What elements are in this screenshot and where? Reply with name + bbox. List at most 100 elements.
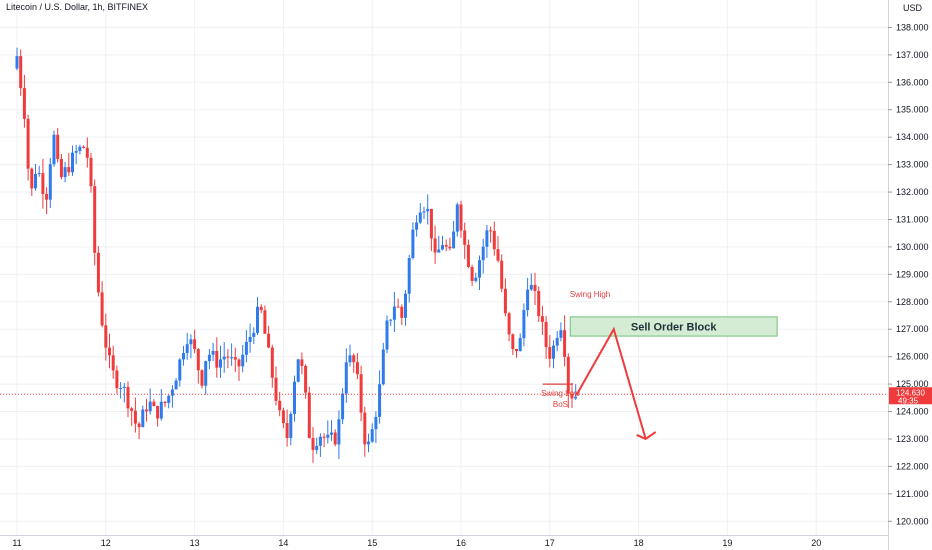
candle-body xyxy=(574,396,578,399)
y-tick-label: 135.000 xyxy=(896,105,929,115)
candle-body xyxy=(137,423,141,428)
candlestick-series xyxy=(15,47,578,463)
candle-body xyxy=(378,384,382,417)
y-tick-label: 131.000 xyxy=(896,214,929,224)
candle-body xyxy=(344,362,348,394)
candle-body xyxy=(304,365,308,393)
candle-body xyxy=(544,321,548,348)
candle-body xyxy=(108,347,111,356)
candle-body xyxy=(204,361,208,386)
candle-body xyxy=(563,330,567,357)
candle-body xyxy=(426,208,430,212)
candle-body xyxy=(93,186,97,253)
candle-body xyxy=(570,393,574,399)
candle-body xyxy=(19,56,23,89)
y-tick-label: 128.000 xyxy=(896,297,929,307)
candle-body xyxy=(263,310,267,334)
candle-body xyxy=(37,173,41,175)
projection-arrow-head xyxy=(636,431,657,441)
x-tick-label: 13 xyxy=(190,538,200,548)
candle-body xyxy=(256,306,259,333)
candle-body xyxy=(85,147,89,158)
candle-body xyxy=(330,432,333,435)
candle-body xyxy=(163,401,167,403)
candle-body xyxy=(248,336,252,342)
candle-body xyxy=(237,359,241,367)
candle-body xyxy=(182,353,185,360)
candle-body xyxy=(104,325,108,348)
candle-body xyxy=(167,395,171,403)
candle-body xyxy=(45,193,49,200)
candle-body xyxy=(526,289,530,311)
candle-body xyxy=(307,392,311,439)
candle-body xyxy=(515,349,518,352)
candle-body xyxy=(230,357,234,359)
candle-body xyxy=(433,238,437,253)
candle-body xyxy=(252,332,256,337)
candle-body xyxy=(289,413,293,438)
candle-body xyxy=(41,173,45,194)
candle-body xyxy=(48,164,52,200)
candle-body xyxy=(126,386,130,409)
candle-body xyxy=(441,245,444,250)
last-price-value: 124.630 xyxy=(896,388,925,397)
candle-body xyxy=(374,416,378,430)
swing-low-label: Swing Low xyxy=(541,389,580,398)
candle-body xyxy=(63,167,67,178)
annotations: Sell Order Block Swing High Swing Low BoS xyxy=(541,290,778,441)
candle-body xyxy=(363,412,367,445)
x-tick-label: 12 xyxy=(101,538,111,548)
candle-body xyxy=(555,337,559,346)
x-tick-label: 18 xyxy=(634,538,644,548)
candle-body xyxy=(326,434,330,438)
candle-body xyxy=(429,208,433,239)
candle-body xyxy=(533,284,537,291)
x-tick-label: 16 xyxy=(456,538,466,548)
candle-body xyxy=(492,230,496,250)
y-tick-label: 133.000 xyxy=(896,160,929,170)
candle-body xyxy=(337,419,341,445)
x-tick-label: 17 xyxy=(545,538,555,548)
candle-body xyxy=(26,118,30,169)
candle-body xyxy=(200,370,204,386)
candle-body xyxy=(367,441,370,445)
last-price-badge xyxy=(889,387,932,405)
y-tick-label: 137.000 xyxy=(896,50,929,60)
candle-body xyxy=(56,134,60,159)
candle-body xyxy=(241,354,245,367)
candle-body xyxy=(359,374,363,413)
candle-body xyxy=(178,359,182,381)
candle-body xyxy=(152,401,156,406)
time-axis[interactable]: 11 12 13 14 15 16 17 18 19 20 xyxy=(0,535,888,549)
candle-body xyxy=(418,212,422,223)
candle-body xyxy=(71,152,74,173)
candle-body xyxy=(341,393,345,420)
candle-body xyxy=(170,389,174,396)
candle-body xyxy=(148,401,152,412)
candle-body xyxy=(82,146,86,148)
candle-body xyxy=(156,405,160,419)
price-axis[interactable]: 120.000 121.000 122.000 123.000 124.000 125.0… xyxy=(888,0,929,550)
candle-body xyxy=(115,370,119,389)
candle-body xyxy=(540,316,544,322)
candle-body xyxy=(315,445,319,450)
candle-body xyxy=(389,319,393,321)
candle-body xyxy=(348,355,352,363)
candle-body xyxy=(407,258,411,294)
candle-body xyxy=(496,249,500,261)
sell-order-block-zone xyxy=(569,316,778,337)
y-tick-label: 126.000 xyxy=(896,352,929,362)
swing-high-label: Swing High xyxy=(570,290,610,299)
candle-body xyxy=(355,362,359,375)
candle-body xyxy=(552,345,555,359)
y-tick-label: 132.000 xyxy=(896,187,929,197)
candle-body xyxy=(559,330,563,338)
candle-body xyxy=(400,306,404,318)
candle-body xyxy=(370,429,374,442)
candle-body xyxy=(396,306,400,308)
candle-body xyxy=(352,355,356,363)
candle-body xyxy=(385,320,389,350)
y-tick-label: 122.000 xyxy=(896,461,929,471)
